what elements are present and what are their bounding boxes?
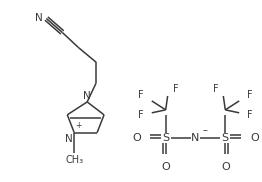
Text: O: O [132,133,141,143]
Text: F: F [247,110,253,120]
Text: F: F [138,90,144,100]
Text: O: O [221,163,230,173]
Text: +: + [75,121,81,130]
Text: N: N [83,91,91,101]
Text: N: N [191,133,200,143]
Text: F: F [138,110,144,120]
Text: F: F [247,90,253,100]
Text: F: F [173,84,178,94]
Text: S: S [222,133,229,143]
Text: O: O [161,163,170,173]
Text: N: N [66,134,73,144]
Text: F: F [213,84,218,94]
Text: O: O [250,133,259,143]
Text: –: – [203,125,207,135]
Text: N: N [35,13,42,23]
Text: S: S [162,133,169,143]
Text: CH₃: CH₃ [65,155,83,165]
